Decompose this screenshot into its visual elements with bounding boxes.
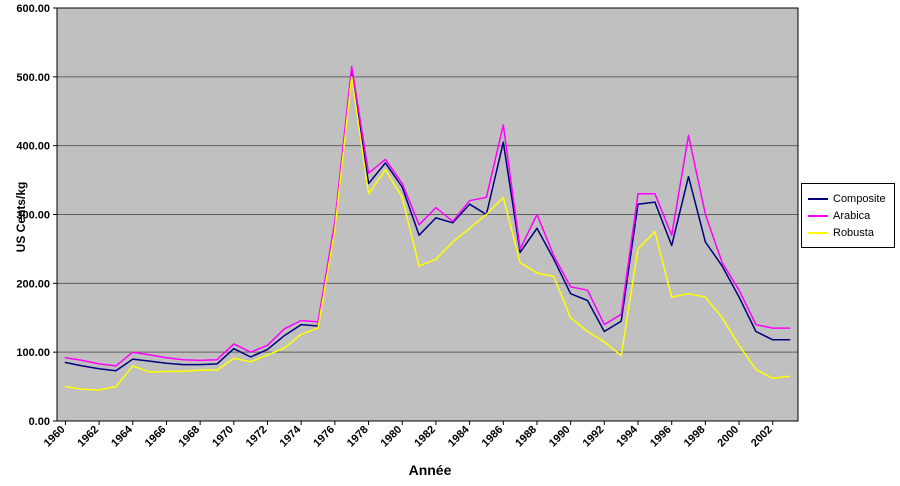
plot-area-border <box>56 7 799 422</box>
x-tick-label: 1964 <box>109 423 135 449</box>
legend-label-robusta: Robusta <box>833 226 874 239</box>
x-tick-label: 2002 <box>749 424 775 450</box>
x-tick-label: 1988 <box>513 424 539 450</box>
x-tick-label: 1990 <box>547 424 573 450</box>
legend-item-robusta: Robusta <box>808 224 890 241</box>
y-tick-label: 300.00 <box>16 210 50 222</box>
x-tick-label: 1984 <box>446 423 472 449</box>
y-tick-label: 0.00 <box>29 416 50 428</box>
robusta-line-swatch <box>808 231 828 234</box>
y-axis-title: US Cents/kg <box>14 181 28 253</box>
x-tick-label: 1994 <box>614 423 640 449</box>
series-line-arabica <box>64 65 791 367</box>
x-tick-label: 1974 <box>278 423 304 449</box>
series-line-robusta <box>64 76 791 391</box>
x-tick-label: 1968 <box>176 424 202 450</box>
x-tick-label: 1978 <box>345 424 371 450</box>
x-tick-label: 1996 <box>648 424 674 450</box>
x-tick-label: 1980 <box>379 424 405 450</box>
y-tick-label: 600.00 <box>16 3 50 15</box>
y-tick-label: 200.00 <box>16 278 50 290</box>
arabica-line-swatch <box>808 214 828 217</box>
x-tick-label: 1998 <box>682 424 708 450</box>
legend: Composite Arabica Robusta <box>801 183 895 248</box>
x-tick-label: 1972 <box>244 424 270 450</box>
x-tick-label: 1982 <box>412 424 438 450</box>
x-tick-label: 2000 <box>715 424 741 450</box>
x-tick-label: 1962 <box>75 424 101 450</box>
y-tick-label: 100.00 <box>16 347 50 359</box>
x-tick-label: 1986 <box>480 424 506 450</box>
x-tick-label: 1966 <box>143 424 169 450</box>
legend-label-composite: Composite <box>833 192 886 205</box>
x-axis-title: Année <box>408 462 452 478</box>
y-tick-label: 400.00 <box>16 141 50 153</box>
series-line-composite <box>64 72 791 372</box>
legend-item-arabica: Arabica <box>808 207 890 224</box>
x-tick-label: 1976 <box>311 424 337 450</box>
y-tick-label: 500.00 <box>16 72 50 84</box>
composite-line-swatch <box>808 197 828 200</box>
x-tick-label: 1992 <box>581 424 607 450</box>
legend-item-composite: Composite <box>808 190 890 207</box>
x-tick-label: 1970 <box>210 424 236 450</box>
legend-label-arabica: Arabica <box>833 209 871 222</box>
